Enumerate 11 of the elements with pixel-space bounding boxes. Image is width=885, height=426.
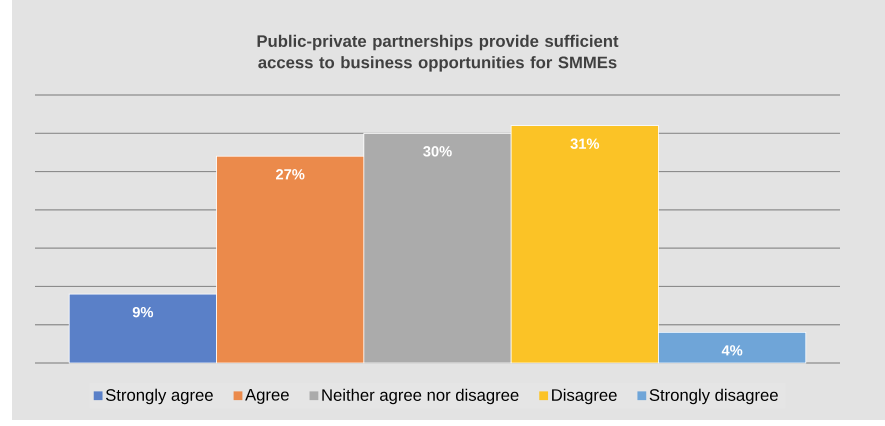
legend-label: Agree — [245, 389, 289, 404]
legend-label: Neither agree nor disagree — [322, 388, 518, 404]
data-label: 30% — [423, 146, 452, 157]
data-label: 31% — [570, 138, 600, 149]
chart-title: Public-private partnerships provide sufficient access to business opportunities for SMMEs — [258, 34, 618, 72]
legend-label: Strongly agree — [106, 388, 213, 404]
data-label: 4% — [722, 345, 742, 356]
data-label: 27% — [276, 169, 304, 180]
legend-label: Disagree — [552, 388, 617, 404]
data-label: 9% — [132, 306, 154, 318]
legend-label: Strongly disagree — [650, 388, 778, 404]
